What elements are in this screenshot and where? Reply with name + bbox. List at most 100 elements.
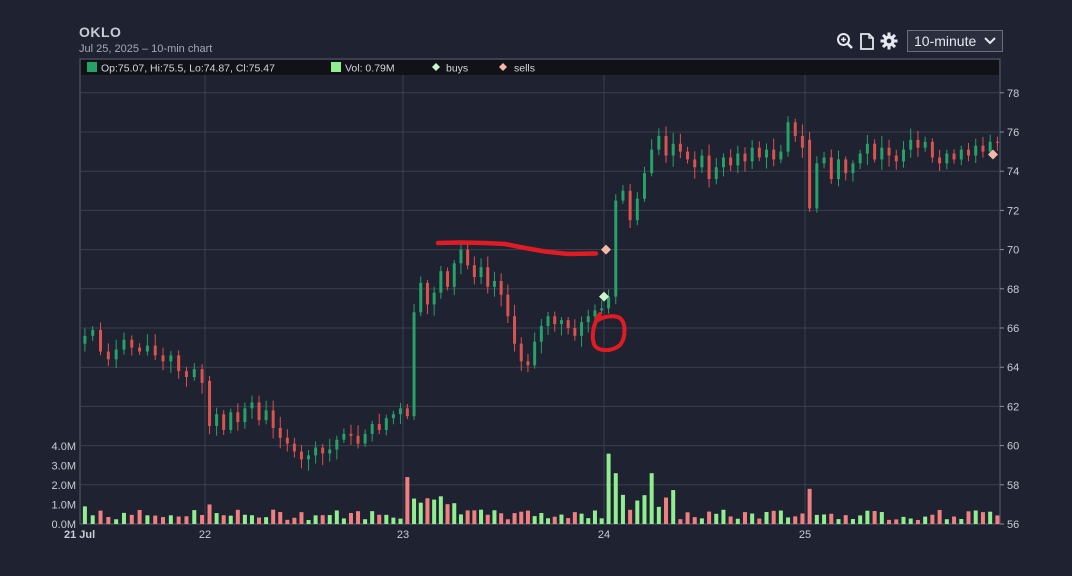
candle-body (586, 316, 590, 323)
candle-body (229, 412, 233, 430)
candle-body (236, 412, 240, 423)
y-tick-label: 68 (1007, 284, 1019, 296)
volume-bar (472, 510, 477, 524)
candle-body (479, 267, 483, 278)
sell-marker (601, 244, 611, 255)
legend-ohlc-swatch (87, 62, 97, 72)
volume-bar (405, 477, 410, 524)
volume-bar (525, 510, 530, 524)
candle-body (250, 402, 254, 409)
candle-body (114, 349, 118, 360)
legend-sells-text: sells (514, 63, 535, 75)
candle-body (686, 151, 690, 160)
candle-body (729, 157, 733, 166)
y-tick-label: 70 (1007, 245, 1019, 257)
y-tick-label: 56 (1007, 519, 1019, 531)
candle-body (161, 355, 165, 362)
candle-body (321, 447, 325, 454)
volume-bar (114, 519, 119, 524)
volume-tick-label: 1.0M (52, 499, 76, 511)
volume-bar (559, 514, 564, 524)
candle-body (566, 320, 570, 328)
volume-bar (937, 509, 942, 524)
volume-bar (499, 513, 504, 524)
candle-body (335, 439, 339, 450)
candle-body (800, 135, 804, 148)
volume-bar (299, 512, 304, 524)
gear-icon[interactable] (880, 32, 898, 50)
volume-bar (628, 509, 633, 524)
candle-body (887, 147, 891, 156)
volume-bar (988, 511, 993, 524)
volume-bar (599, 518, 604, 524)
volume-bar (642, 495, 647, 524)
volume-bar (320, 515, 325, 524)
volume-bar (207, 504, 212, 524)
candle-body (184, 371, 188, 377)
volume-bar (671, 490, 676, 524)
volume-bar (192, 510, 197, 524)
legend-sell-marker (499, 63, 507, 71)
volume-bar (452, 503, 457, 524)
volume-bar (793, 516, 798, 524)
trade-markers (599, 149, 998, 302)
volume-bar (915, 519, 920, 524)
candle-body (328, 449, 332, 454)
volume-bar (995, 515, 1000, 524)
candle-body (974, 145, 978, 156)
candle-body (285, 437, 289, 444)
zoom-in-icon[interactable] (836, 32, 854, 50)
candle-body (988, 141, 992, 152)
candle-body (412, 312, 416, 417)
volume-bar (200, 515, 205, 524)
candle-body (700, 155, 704, 168)
hand-drawn-annotations (435, 240, 627, 353)
candle-body (995, 141, 999, 143)
candle-body (707, 155, 711, 180)
candle-body (765, 149, 769, 158)
candle-body (99, 329, 103, 352)
volume-bar (539, 513, 544, 524)
candle-body (314, 447, 318, 456)
volume-bar (137, 509, 142, 524)
candle-body (873, 143, 877, 160)
candle-body (580, 322, 584, 336)
interval-select[interactable]: 10-minute (907, 30, 1003, 52)
candle-body (693, 159, 697, 168)
volume-bar (879, 512, 884, 524)
y-tick-label: 76 (1007, 127, 1019, 139)
document-icon[interactable] (858, 32, 876, 50)
volume-bar (546, 518, 551, 524)
candle-body (607, 296, 611, 309)
candle-body (106, 351, 110, 360)
volume-bar (721, 509, 726, 524)
volume-bar (742, 512, 747, 524)
chevron-down-icon (984, 37, 996, 45)
volume-bar (620, 494, 625, 524)
candle-body (459, 249, 463, 264)
candle-body (930, 141, 934, 158)
volume-bar (465, 510, 470, 524)
volume-bars (82, 453, 1000, 524)
volume-bar (613, 473, 618, 524)
candle-body (671, 143, 675, 156)
annotation-circle (590, 312, 627, 353)
candle-body (299, 451, 303, 460)
x-tick-label: 24 (598, 529, 610, 541)
volume-bar (685, 512, 690, 524)
candle-body (130, 339, 134, 348)
volume-bar (168, 515, 173, 524)
candle-body (923, 141, 927, 148)
volume-bar (235, 509, 240, 524)
volume-bar (153, 515, 158, 524)
x-tick-label: 25 (799, 529, 811, 541)
candle-body (472, 265, 476, 278)
candle-body (153, 345, 157, 356)
y-tick-label: 62 (1007, 401, 1019, 413)
candle-body (432, 292, 436, 305)
candle-body (271, 410, 275, 428)
candle-body (945, 153, 949, 164)
volume-bar (519, 511, 524, 524)
candle-body (533, 341, 537, 366)
